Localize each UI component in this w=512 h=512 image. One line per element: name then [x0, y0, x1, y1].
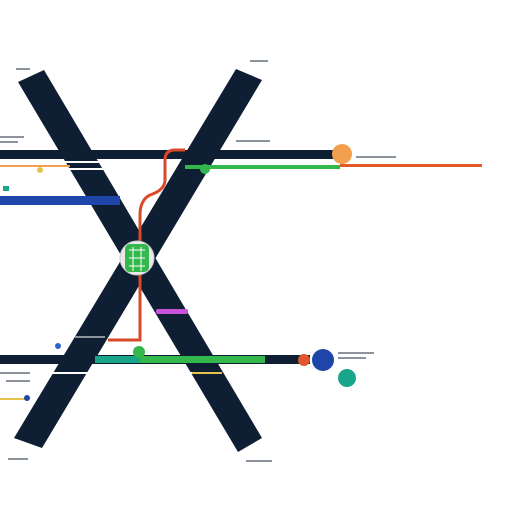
green-dot	[133, 346, 145, 358]
top-horizontal-bar	[0, 150, 338, 159]
blue-bar	[0, 196, 120, 205]
green-strip	[140, 356, 265, 363]
magenta-accent	[156, 309, 188, 314]
red-dot	[298, 354, 310, 366]
center-node-grid-icon	[129, 247, 145, 271]
label-line-right-mid-2	[338, 357, 366, 359]
label-line-left-bottom	[8, 458, 28, 460]
yellow-accent-1	[192, 372, 222, 374]
left-orange-line	[0, 165, 70, 167]
orange-marker	[332, 144, 352, 164]
blue-small-dot	[55, 343, 61, 349]
teal-strip	[95, 356, 140, 363]
label-line-left-1	[0, 136, 24, 138]
teal-marker	[338, 369, 356, 387]
small-teal-block	[3, 186, 9, 191]
band-gap-1	[0, 161, 100, 163]
blue-tiny-dot	[24, 395, 30, 401]
blue-marker	[312, 349, 334, 371]
label-line-right-top-2	[236, 140, 270, 142]
label-line-left-mid	[0, 372, 30, 374]
label-line-bottom-right	[246, 460, 272, 462]
band-gap-2	[0, 168, 110, 170]
right-red-line	[340, 164, 482, 167]
yellow-accent-2	[0, 398, 25, 400]
label-line-left-2	[0, 141, 18, 143]
label-line-top-right	[250, 60, 268, 62]
label-line-right-mid-1	[338, 352, 374, 354]
yellow-tiny-dot	[37, 167, 43, 173]
label-line-top-left	[16, 68, 30, 70]
top-green-line	[185, 165, 340, 169]
red-routed-connector	[108, 148, 185, 342]
label-line-right-top	[356, 156, 396, 158]
green-small-dot	[200, 164, 210, 174]
band-gap-3	[30, 372, 210, 374]
label-line-center-left	[75, 336, 105, 338]
label-line-left-low	[6, 380, 30, 382]
